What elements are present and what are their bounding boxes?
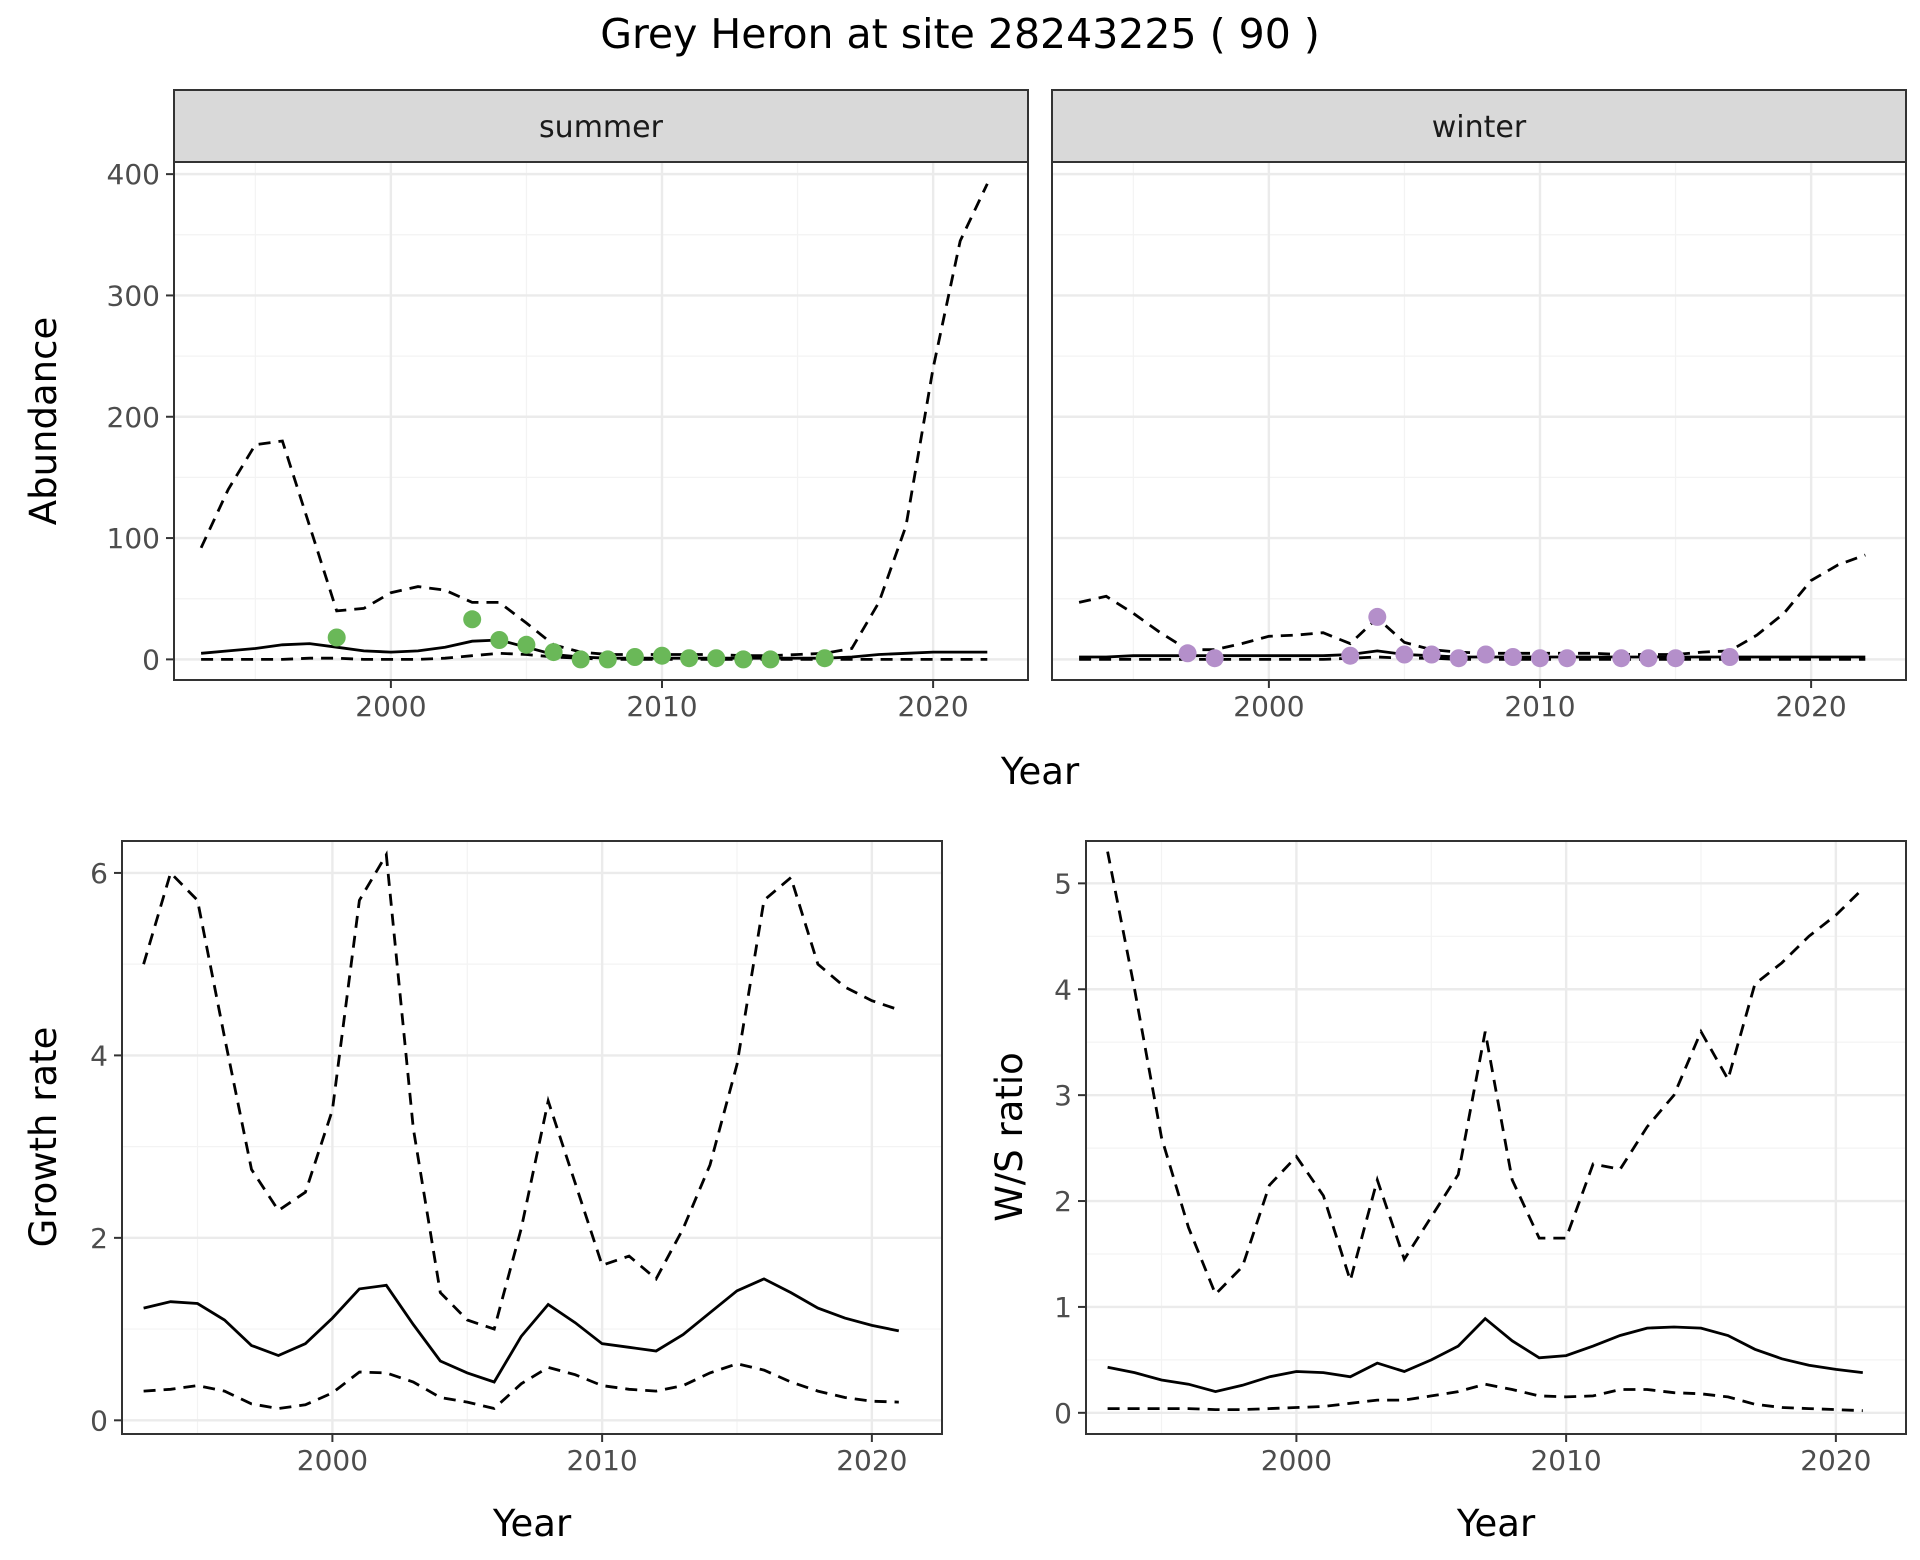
upper-bound-line (142, 850, 900, 1331)
observed-point (1178, 644, 1197, 663)
observed-point (463, 610, 482, 629)
observed-point (1531, 649, 1549, 668)
observed-point (1476, 645, 1495, 664)
x-tick-label: 2020 (836, 1444, 907, 1477)
figure-title: Grey Heron at site 28243225 ( 90 ) (600, 10, 1320, 58)
observed-point (680, 649, 699, 668)
y-tick-label: 5 (1054, 867, 1072, 900)
x-tick-label: 2000 (297, 1444, 368, 1477)
x-tick-label: 2010 (626, 690, 697, 723)
abundance-y-axis-label: Abundance (22, 317, 65, 525)
observed-point (1503, 648, 1522, 666)
x-tick-label: 2020 (897, 690, 968, 723)
panel-border (121, 840, 943, 1435)
mean-line (143, 1277, 900, 1384)
observed-point (1612, 649, 1631, 668)
observed-point (1666, 649, 1685, 668)
facet-strip-label: summer (539, 110, 664, 145)
ws-ratio-panel: 2000 2010 2020 0 1 2 3 4 5 (1054, 840, 1907, 1477)
upper-bound-line (199, 183, 989, 658)
x-tick-label: 2020 (1775, 690, 1846, 723)
y-tick-label: 200 (107, 401, 160, 434)
observed-point (815, 649, 834, 668)
x-tick-label: 2020 (1800, 1444, 1871, 1477)
y-tick-label: 1 (1054, 1291, 1072, 1324)
abundance-x-axis-label: Year (1000, 750, 1080, 793)
observed-point (1639, 649, 1658, 668)
y-tick-label: 100 (107, 522, 160, 555)
observed-point (490, 631, 509, 649)
mean-line (1107, 1316, 1863, 1394)
observed-point (1341, 646, 1360, 665)
lower-bound-line (1107, 1382, 1863, 1413)
panel-border (1085, 840, 1907, 1435)
observed-point (571, 650, 590, 669)
x-tick-label: 2010 (1504, 690, 1575, 723)
y-tick-label: 300 (107, 279, 160, 312)
upper-bound-line (1078, 553, 1866, 656)
observed-point (544, 643, 563, 662)
growth-y-axis-label: Growth rate (22, 1027, 65, 1248)
y-tick-label: 2 (1054, 1185, 1072, 1218)
observed-point (1449, 649, 1468, 668)
ratio-x-axis-label: Year (1456, 1502, 1536, 1545)
y-tick-label: 2 (90, 1222, 108, 1255)
x-tick-label: 2000 (355, 690, 426, 723)
mean-line (200, 638, 988, 660)
y-tick-label: 4 (1054, 973, 1072, 1006)
observed-point (1422, 645, 1441, 664)
facet-strip (173, 89, 1029, 163)
observed-point (707, 649, 726, 668)
x-tick-label: 2010 (566, 1444, 637, 1477)
x-tick-label: 2010 (1530, 1444, 1601, 1477)
observed-point (1558, 649, 1577, 668)
observed-point (653, 646, 671, 665)
growth-x-axis-label: Year (492, 1502, 572, 1545)
y-tick-label: 3 (1054, 1079, 1072, 1112)
facet-strip (1051, 89, 1907, 163)
observed-point (598, 650, 617, 669)
growth-rate-panel: 2000 2010 2020 0 2 4 6 (90, 840, 943, 1477)
observed-point (734, 650, 753, 669)
observed-point (1368, 607, 1387, 626)
y-tick-label: 6 (90, 857, 108, 890)
lower-bound-line (143, 1362, 899, 1411)
y-tick-label: 4 (90, 1039, 108, 1072)
observed-point (1395, 645, 1414, 664)
y-tick-label: 0 (90, 1404, 108, 1437)
observed-point (1205, 649, 1224, 668)
abundance-winter-panel: 2000 2010 2020 winter (1051, 89, 1907, 723)
observed-point (327, 628, 346, 647)
y-tick-label: 0 (1054, 1397, 1072, 1430)
upper-bound-line (1106, 851, 1864, 1297)
facet-strip-label: winter (1432, 110, 1527, 145)
ratio-y-axis-label: W/S ratio (988, 1052, 1031, 1222)
observed-point (1720, 648, 1739, 666)
x-tick-label: 2000 (1261, 1444, 1332, 1477)
y-tick-label: 400 (107, 158, 160, 191)
lower-bound-line (201, 651, 988, 661)
x-tick-label: 2000 (1233, 690, 1304, 723)
y-tick-label: 0 (142, 643, 160, 676)
abundance-summer-panel: 2000 2010 2020 0 100 200 300 400 summer (107, 89, 1029, 723)
observed-point (625, 648, 644, 666)
observed-point (761, 650, 780, 669)
observed-point (517, 635, 536, 654)
